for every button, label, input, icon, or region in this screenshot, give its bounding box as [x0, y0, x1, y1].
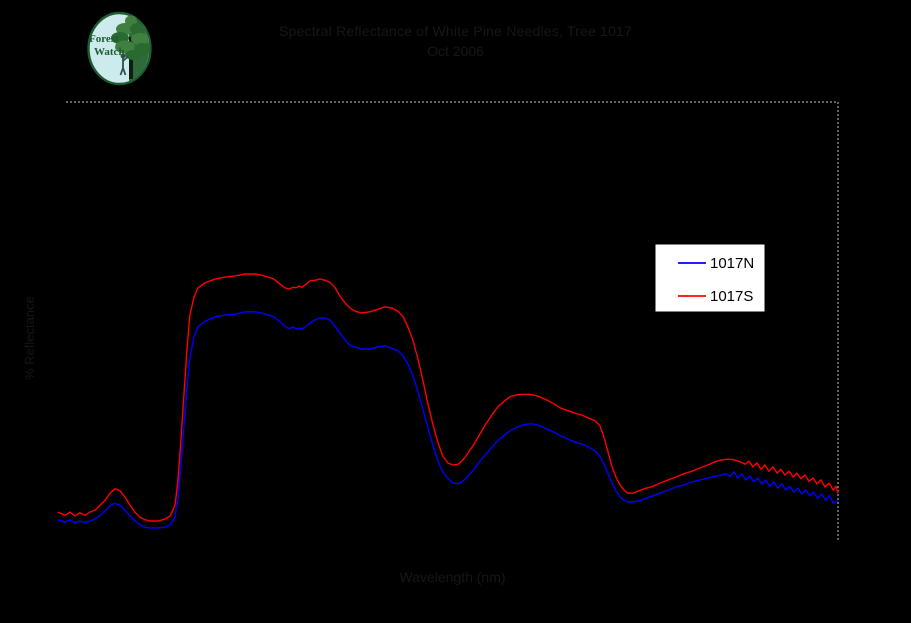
logo-text-watch: Watch [94, 46, 125, 58]
y-axis-label: % Reflectance [22, 296, 37, 380]
chart-subtitle: Oct 2006 [427, 43, 484, 59]
legend: 1017N 1017S [654, 243, 766, 313]
title-block: Spectral Reflectance of White Pine Needl… [0, 23, 911, 59]
person-icon [119, 53, 129, 76]
logo-text-forest: Forest [89, 33, 119, 45]
series-line-1017S [57, 273, 839, 522]
chart-title: Spectral Reflectance of White Pine Needl… [278, 23, 632, 39]
legend-box [654, 243, 766, 313]
forest-watch-logo: Forest Watch [87, 11, 152, 86]
tree-icon [111, 15, 150, 79]
x-axis-label: Wavelength (nm) [399, 569, 506, 585]
legend-label-1017S: 1017S [710, 288, 753, 305]
legend-label-1017N: 1017N [710, 255, 754, 272]
series-line-1017N [57, 311, 839, 529]
